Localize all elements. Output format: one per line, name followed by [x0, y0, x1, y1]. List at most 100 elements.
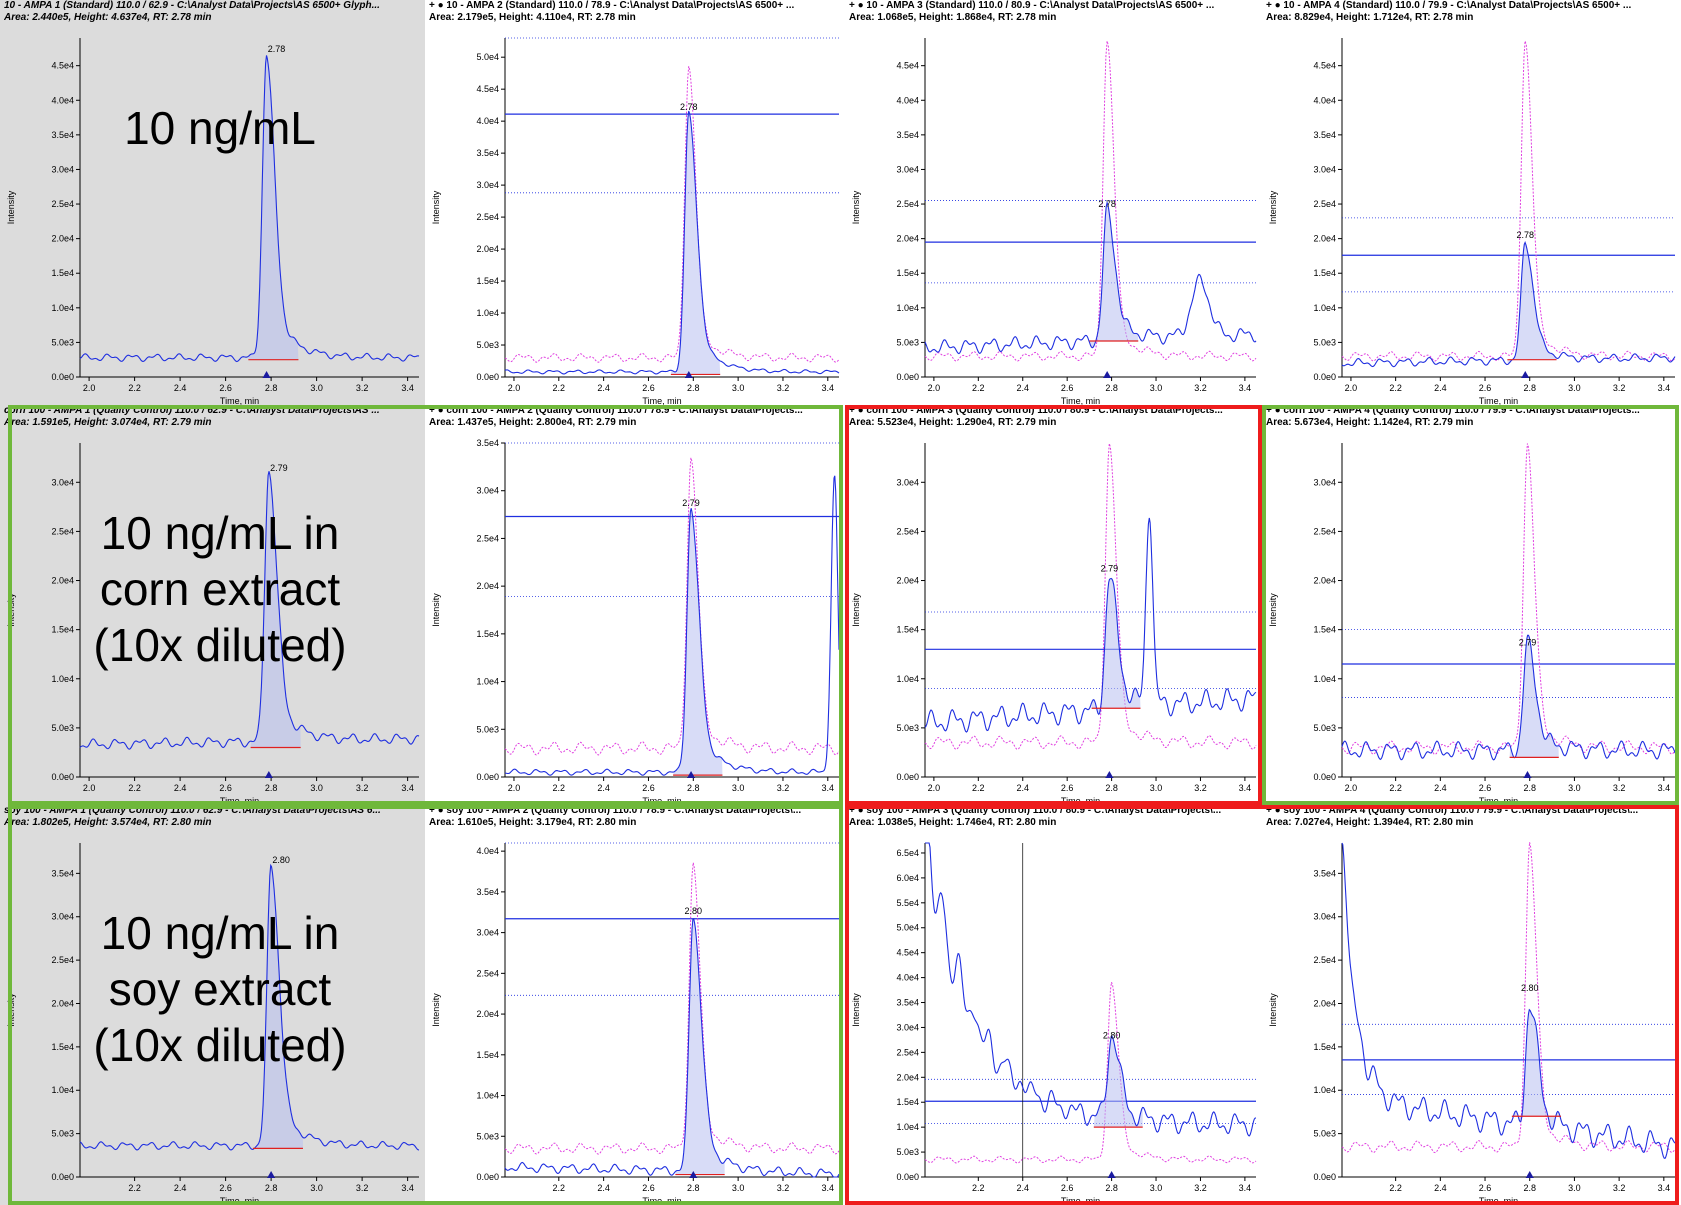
y-tick-label: 2.5e4: [896, 1047, 919, 1057]
x-tick-label: 3.0: [310, 783, 323, 793]
y-tick-label: 0.0e0: [476, 772, 499, 782]
y-axis-label: Intensity: [6, 593, 16, 627]
chromatogram-svg: Intensity Time, min 0.0e0 5.0e3 1.0e4 1.5e4 2.…: [851, 842, 1257, 1205]
x-tick-label: 2.2: [553, 1183, 566, 1193]
y-tick-label: 5.0e3: [476, 724, 499, 734]
x-tick-label: 2.4: [1434, 1183, 1447, 1193]
y-tick-label: 0.0e0: [896, 1172, 919, 1182]
y-tick-label: 3.0e4: [51, 164, 74, 174]
x-tick-label: 2.4: [1434, 383, 1447, 393]
y-tick-label: 1.0e4: [896, 1122, 919, 1132]
x-tick-label: 2.6: [1479, 783, 1492, 793]
x-tick-label: 2.8: [1523, 1183, 1536, 1193]
y-tick-label: 2.0e4: [1313, 234, 1336, 244]
x-tick-label: 2.0: [508, 783, 521, 793]
y-tick-label: 1.0e4: [476, 1091, 499, 1101]
y-tick-label: 6.5e4: [896, 848, 919, 858]
x-tick-label: 3.2: [356, 1183, 369, 1193]
panel-stats: Area: 2.179e5, Height: 4.110e4, RT: 2.78…: [429, 12, 636, 23]
y-tick-label: 1.5e4: [51, 625, 74, 635]
y-tick-label: 3.0e4: [476, 928, 499, 938]
x-tick-label: 2.2: [128, 783, 141, 793]
reference-trace: [1341, 842, 1676, 1154]
chromatogram-trace: [504, 475, 840, 776]
chromatogram-svg: Intensity Time, min 0.0e0 5.0e3 1.0e4 1.5e4 2.…: [851, 443, 1257, 805]
reference-trace: [924, 982, 1257, 1164]
y-tick-label: 1.0e4: [476, 308, 499, 318]
y-tick-label: 2.5e4: [476, 968, 499, 978]
x-tick-label: 3.0: [1568, 1183, 1581, 1193]
y-tick-label: 2.5e4: [51, 199, 74, 209]
peak-area: [252, 865, 303, 1149]
x-tick-label: 2.8: [687, 1183, 700, 1193]
x-tick-label: 2.2: [553, 783, 566, 793]
y-axis-label: Intensity: [851, 190, 861, 224]
y-tick-label: 4.5e4: [1313, 61, 1336, 71]
y-axis-label: Intensity: [851, 993, 861, 1027]
y-axis-label: Intensity: [1268, 993, 1278, 1027]
x-tick-label: 3.4: [822, 383, 835, 393]
y-tick-label: 2.0e4: [896, 576, 919, 586]
panel-stats: Area: 1.038e5, Height: 1.746e4, RT: 2.80…: [849, 817, 1057, 828]
y-tick-label: 3.0e4: [1313, 164, 1336, 174]
rt-arrow-icon: [689, 1171, 698, 1178]
x-tick-label: 3.4: [822, 783, 835, 793]
y-tick-label: 4.0e4: [476, 846, 499, 856]
x-tick-label: 3.2: [777, 1183, 790, 1193]
y-tick-label: 4.5e4: [51, 61, 74, 71]
y-tick-label: 2.5e4: [1313, 199, 1336, 209]
peak-area: [250, 471, 301, 748]
x-tick-label: 2.6: [1061, 1183, 1074, 1193]
y-tick-label: 1.5e4: [51, 1042, 74, 1052]
x-tick-label: 3.0: [1150, 383, 1163, 393]
y-tick-label: 1.5e4: [896, 268, 919, 278]
rt-arrow-icon: [1105, 771, 1114, 778]
axis-line: [924, 843, 1256, 1178]
y-tick-label: 5.0e3: [1313, 723, 1336, 733]
x-tick-label: 3.2: [1194, 1183, 1207, 1193]
x-axis-label: Time, min: [220, 796, 259, 805]
y-tick-label: 2.5e4: [1313, 955, 1336, 965]
y-tick-label: 2.5e4: [51, 526, 74, 536]
x-tick-label: 2.8: [687, 383, 700, 393]
y-axis-label: Intensity: [431, 190, 441, 224]
x-tick-label: 2.4: [174, 383, 187, 393]
x-tick-label: 2.2: [972, 783, 985, 793]
y-tick-label: 3.0e4: [896, 164, 919, 174]
x-tick-label: 3.2: [777, 383, 790, 393]
y-tick-label: 1.0e4: [1313, 674, 1336, 684]
x-tick-label: 3.2: [356, 383, 369, 393]
y-tick-label: 5.0e4: [476, 52, 499, 62]
x-tick-label: 3.0: [732, 783, 745, 793]
x-tick-label: 3.4: [1658, 783, 1671, 793]
rt-arrow-icon: [687, 771, 696, 778]
x-tick-label: 2.8: [1105, 383, 1118, 393]
x-tick-label: 2.4: [1016, 383, 1029, 393]
x-tick-label: 2.8: [265, 1183, 278, 1193]
y-tick-label: 2.5e4: [476, 533, 499, 543]
axis-line: [1341, 843, 1675, 1178]
y-tick-label: 0.0e0: [1313, 372, 1336, 382]
chromatogram-trace: [1341, 842, 1676, 1160]
chromatogram-panel: + ● 10 - AMPA 2 (Standard) 110.0 / 78.9 …: [425, 0, 845, 405]
rt-arrow-icon: [684, 371, 693, 378]
x-tick-label: 3.4: [401, 1183, 414, 1193]
y-tick-label: 5.0e3: [476, 1131, 499, 1141]
y-axis-label: Intensity: [431, 593, 441, 627]
x-tick-label: 2.4: [174, 783, 187, 793]
chromatogram-svg: Intensity Time, min 0.0e0 5.0e3 1.0e4 1.5e4 2.…: [851, 38, 1257, 405]
x-axis-label: Time, min: [642, 396, 681, 405]
chromatogram-svg: Intensity Time, min 0.0e0 5.0e3 1.0e4 1.5e4 2.…: [1268, 38, 1676, 405]
x-tick-label: 2.2: [1389, 1183, 1402, 1193]
x-tick-label: 2.0: [928, 383, 941, 393]
y-tick-label: 5.0e3: [896, 723, 919, 733]
x-tick-label: 2.0: [83, 383, 96, 393]
y-tick-label: 1.0e4: [51, 1085, 74, 1095]
y-tick-label: 2.5e4: [896, 199, 919, 209]
chromatogram-svg: Intensity Time, min 0.0e0 5.0e3 1.0e4 1.5e4 2.…: [1268, 443, 1676, 805]
chromatogram-panel: + ● corn 100 - AMPA 4 (Quality Control) …: [1262, 405, 1681, 805]
chromatogram-panel: + ● 10 - AMPA 4 (Standard) 110.0 / 79.9 …: [1262, 0, 1681, 405]
panel-stats: Area: 8.829e4, Height: 1.712e4, RT: 2.78…: [1266, 12, 1474, 23]
y-tick-label: 0.0e0: [896, 772, 919, 782]
y-tick-label: 3.0e4: [896, 1022, 919, 1032]
